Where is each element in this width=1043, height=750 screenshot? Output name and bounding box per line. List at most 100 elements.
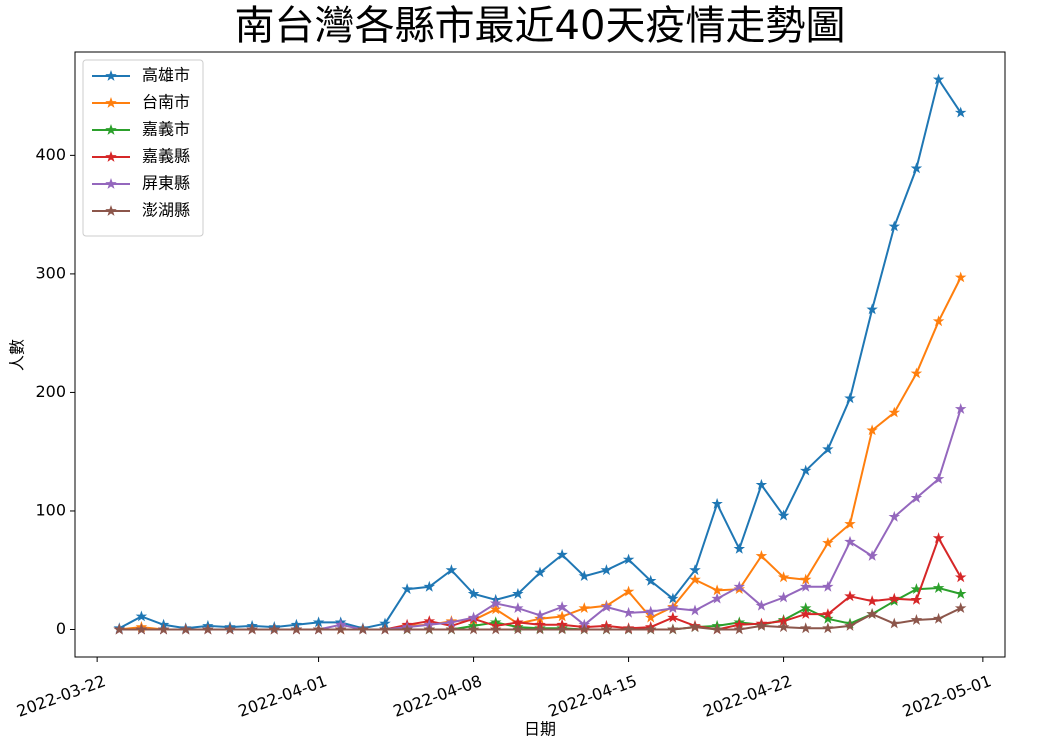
legend-label: 台南市 — [142, 93, 190, 112]
point-marker — [556, 610, 568, 622]
point-marker — [711, 623, 723, 635]
point-marker — [866, 595, 878, 606]
point-marker — [954, 587, 967, 599]
x-axis-label: 日期 — [524, 720, 556, 739]
legend-label: 澎湖縣 — [142, 201, 190, 220]
point-marker — [512, 623, 524, 635]
point-marker — [157, 623, 170, 635]
point-marker — [556, 548, 568, 560]
point-marker — [777, 591, 790, 603]
x-tick-label: 2022-05-01 — [900, 671, 994, 721]
point-marker — [556, 600, 568, 612]
point-marker — [312, 623, 325, 635]
point-marker — [379, 623, 391, 635]
point-marker — [954, 402, 967, 414]
point-marker — [224, 623, 236, 635]
point-marker — [888, 406, 901, 418]
point-marker — [689, 621, 701, 633]
series-line — [119, 408, 962, 631]
legend-marker — [105, 178, 117, 189]
point-marker — [578, 570, 591, 582]
point-marker — [534, 566, 546, 578]
point-marker — [932, 472, 945, 484]
point-marker — [489, 623, 502, 635]
point-marker — [888, 220, 901, 232]
point-marker — [401, 583, 413, 595]
point-marker — [689, 573, 701, 585]
point-marker — [622, 553, 635, 565]
point-marker — [932, 315, 945, 327]
point-marker — [179, 623, 192, 635]
point-marker — [467, 587, 480, 599]
series-line — [118, 77, 962, 630]
legend-marker — [105, 97, 117, 108]
point-marker — [910, 162, 923, 174]
legend-marker — [105, 151, 117, 162]
point-marker — [777, 621, 790, 633]
point-marker — [822, 443, 834, 455]
point-marker — [667, 602, 679, 614]
x-tick-label: 2022-04-01 — [236, 671, 330, 721]
point-marker — [799, 622, 812, 634]
point-marker — [954, 106, 967, 118]
point-marker — [932, 612, 945, 624]
point-marker — [489, 597, 502, 609]
legend-marker — [105, 205, 117, 216]
point-marker — [578, 602, 591, 614]
point-marker — [467, 623, 480, 635]
point-marker — [622, 623, 635, 635]
point-marker — [445, 564, 458, 576]
point-marker — [822, 608, 834, 619]
point-marker — [423, 623, 436, 635]
point-marker — [290, 623, 303, 635]
y-axis-label: 人數 — [8, 339, 27, 371]
series-line — [119, 277, 962, 631]
point-marker — [334, 623, 347, 635]
point-marker — [467, 611, 480, 623]
y-tick-label: 300 — [35, 263, 66, 282]
point-marker — [357, 623, 369, 635]
point-marker — [822, 612, 834, 624]
legend-label: 嘉義縣 — [142, 147, 190, 166]
point-marker — [822, 580, 834, 592]
legend-marker — [105, 70, 117, 81]
x-tick-label: 2022-04-22 — [701, 671, 795, 721]
point-marker — [910, 593, 923, 605]
y-tick-label: 100 — [35, 500, 66, 519]
point-marker — [888, 592, 901, 604]
point-marker — [755, 549, 768, 561]
point-marker — [667, 592, 679, 604]
point-marker — [711, 584, 723, 596]
point-marker — [954, 602, 967, 614]
point-marker — [534, 623, 546, 635]
legend-label: 屏東縣 — [142, 174, 190, 193]
point-marker — [445, 623, 458, 635]
point-marker — [799, 580, 812, 592]
point-marker — [202, 623, 214, 635]
x-tick-label: 2022-04-15 — [546, 671, 640, 721]
point-marker — [822, 536, 834, 548]
point-marker — [401, 623, 413, 635]
point-marker — [866, 424, 878, 436]
plot-frame — [74, 51, 1006, 658]
point-marker — [644, 574, 657, 586]
point-marker — [135, 623, 148, 635]
x-tick-label: 2022-04-08 — [391, 671, 485, 721]
point-marker — [866, 303, 878, 315]
point-marker — [689, 604, 701, 616]
point-marker — [844, 619, 856, 631]
point-marker — [888, 510, 901, 522]
chart-title: 南台灣各縣市最近40天疫情走勢圖 — [235, 3, 846, 49]
point-marker — [844, 535, 856, 547]
point-marker — [799, 464, 812, 476]
point-marker — [777, 509, 790, 521]
point-marker — [600, 564, 613, 576]
point-marker — [910, 613, 923, 625]
x-tick-label: 2022-03-22 — [14, 671, 108, 721]
point-marker — [954, 271, 967, 283]
point-marker — [578, 623, 591, 635]
point-marker — [667, 623, 679, 635]
point-marker — [534, 609, 546, 621]
point-marker — [246, 623, 258, 635]
